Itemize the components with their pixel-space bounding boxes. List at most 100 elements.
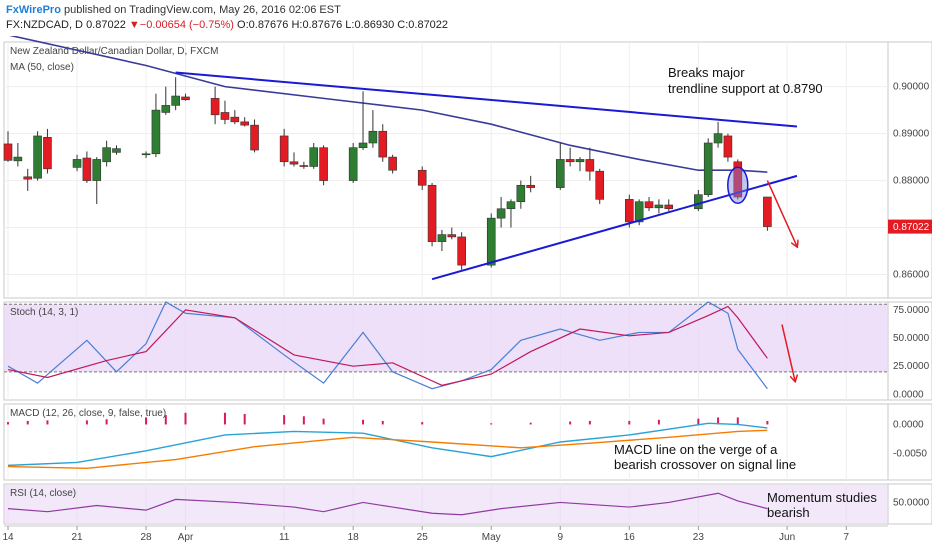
macd-histogram-bar	[657, 419, 660, 425]
macd-histogram-bar	[322, 418, 325, 425]
price-y-tick-label: 0.88000	[893, 176, 930, 187]
candle-body	[3, 143, 13, 161]
x-axis-layer: 14 21 28 Apr 11 18 25 May 9 16 23 Jun 7	[2, 525, 888, 543]
last-price-tag-label: 0.87022	[893, 222, 930, 233]
candle-body	[240, 121, 249, 126]
macd-histogram-bar	[7, 422, 9, 425]
candle-body	[644, 201, 654, 209]
candle	[496, 197, 506, 228]
rsi-line	[7, 492, 768, 516]
candle	[23, 168, 33, 191]
candle-body	[112, 148, 121, 153]
candle-body	[289, 161, 299, 165]
x-tick-label: May	[482, 532, 501, 543]
macd-histogram-bar	[105, 419, 108, 425]
candle-body	[664, 204, 674, 210]
candle-body	[496, 208, 506, 219]
macd-histogram-bar	[421, 422, 424, 425]
macd-histogram-bar	[184, 412, 187, 425]
panels-layer	[3, 41, 932, 525]
candle-body	[654, 204, 664, 209]
chart-canvas[interactable]: New Zealand Dollar/Canadian Dollar, D, F…	[0, 36, 932, 550]
x-tick-label: 23	[693, 532, 705, 543]
rsi-note-line2: bearish	[767, 505, 810, 520]
rsi-pane-group: RSI (14, close) Momentum studies bearish	[10, 488, 877, 520]
candle	[141, 151, 151, 159]
macd-histogram-bar	[628, 420, 631, 425]
breakout-highlight	[727, 166, 749, 205]
trendline-note-line1: Breaks major	[668, 65, 745, 80]
candle	[625, 194, 634, 228]
macd-histogram-bar	[164, 415, 167, 425]
price-y-tick-label: 0.89000	[893, 129, 930, 140]
candle	[112, 145, 121, 155]
candle	[437, 229, 447, 252]
candle-body	[151, 109, 161, 155]
candle	[427, 182, 437, 247]
candle	[181, 93, 190, 101]
candle-body	[378, 130, 388, 158]
macd-histogram-bar	[223, 412, 226, 425]
candle	[151, 93, 161, 158]
candle	[526, 175, 535, 193]
candle-body	[723, 135, 733, 158]
candle	[279, 128, 289, 167]
candle-body	[585, 159, 595, 172]
plot-layer: 0.900000.890000.880000.870000.860000.870…	[3, 36, 932, 516]
candle-body	[427, 184, 437, 242]
candle-body	[348, 147, 358, 181]
symbol-label[interactable]: FX:NZDCAD, D	[6, 19, 83, 31]
candle	[230, 110, 240, 125]
stoch-pane-group: Stoch (14, 3, 1)	[10, 307, 78, 318]
candle-body	[141, 153, 151, 156]
candle	[378, 124, 388, 162]
candle-body	[575, 159, 585, 163]
macd-y-tick-label: 0.0000	[893, 419, 924, 430]
stoch-y-tick-label: 75.0000	[893, 305, 930, 316]
macd-histogram-bar	[697, 418, 700, 425]
candle	[299, 161, 309, 169]
rsi-note-line1: Momentum studies	[767, 490, 877, 505]
macd-histogram-bar	[766, 420, 769, 425]
x-tick-label: Apr	[178, 532, 194, 543]
x-tick-label: 9	[557, 532, 563, 543]
x-tick-label: 25	[417, 532, 429, 543]
x-tick-label: 7	[843, 532, 849, 543]
candle	[457, 232, 466, 270]
candle-body	[763, 196, 772, 227]
candle	[72, 154, 82, 172]
candle	[13, 142, 23, 167]
candle-body	[358, 142, 368, 148]
candle-body	[220, 112, 230, 120]
publisher-line: FxWirePro published on TradingView.com, …	[6, 4, 341, 16]
x-tick-label: 14	[2, 532, 14, 543]
stoch-pane-title: Stoch (14, 3, 1)	[10, 307, 78, 318]
last-price-tag	[888, 219, 932, 234]
stoch-y-tick-label: 25.0000	[893, 361, 930, 372]
candle-body	[447, 234, 457, 238]
candle	[723, 133, 733, 162]
price-pane-title: New Zealand Dollar/Canadian Dollar, D, F…	[10, 46, 218, 57]
macd-histogram-bar	[569, 421, 572, 425]
candle-body	[437, 234, 447, 242]
stoch-y-tick-label: 0.0000	[893, 389, 924, 400]
candle-body	[417, 169, 427, 186]
y-axis-box	[887, 41, 932, 299]
candle	[595, 168, 605, 205]
price-y-tick-label: 0.86000	[893, 270, 930, 281]
macd-pane-title: MACD (12, 26, close, 9, false, true)	[10, 408, 166, 419]
candle-body	[703, 142, 713, 195]
candle-body	[181, 96, 190, 101]
stoch-d-line	[7, 305, 768, 386]
macd-histogram-bar	[145, 417, 148, 425]
macd-histogram-bar	[26, 420, 29, 425]
candle-body	[733, 161, 743, 198]
published-text: published on TradingView.com, May 26, 20…	[63, 4, 341, 16]
macd-line	[7, 422, 768, 467]
macd-histogram-bar	[717, 417, 720, 425]
candle-body	[250, 124, 259, 151]
brand-name[interactable]: FxWirePro	[6, 4, 61, 16]
macd-histogram-bar	[85, 420, 88, 425]
candle	[388, 154, 397, 174]
candle-body	[565, 159, 575, 163]
